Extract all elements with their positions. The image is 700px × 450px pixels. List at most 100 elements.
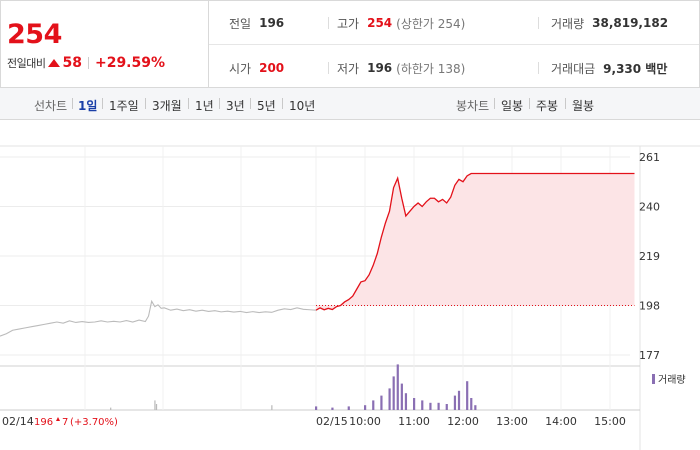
volume-bar [396, 364, 399, 410]
divider [282, 98, 283, 109]
volume-bar [364, 405, 367, 410]
price-line-layer [0, 172, 635, 337]
divider [87, 57, 89, 69]
volume-bar [347, 406, 350, 410]
high-value: 254 [367, 16, 393, 30]
volume-bar [421, 400, 424, 410]
divider [145, 98, 146, 109]
x-tick-label: 10:00 [349, 415, 381, 428]
change-row: 전일대비 58 +29.59% [7, 55, 165, 71]
volume-bar [380, 395, 383, 410]
change-rate: +29.59% [94, 55, 166, 71]
previous-day-volume-bar [110, 407, 112, 410]
line-chart-label: 선차트 [34, 99, 68, 113]
today-price-area [316, 173, 635, 311]
divider [209, 44, 699, 45]
y-tick-label: 177 [639, 349, 660, 362]
y-tick-label: 219 [639, 250, 660, 263]
divider [219, 98, 220, 109]
tab-daily-candle[interactable]: 일봉 [501, 99, 524, 113]
volume-bar [445, 404, 448, 410]
x-tick-label: 15:00 [594, 415, 626, 428]
volume-bar [429, 402, 432, 410]
current-price: 254 [7, 19, 62, 50]
volume-bar [388, 388, 391, 410]
volume-bar [413, 398, 416, 410]
today-price-line [315, 172, 635, 311]
divider [188, 98, 189, 109]
divider [538, 62, 539, 74]
volume-bar [404, 393, 408, 410]
tab-weekly-candle[interactable]: 주봉 [536, 99, 559, 113]
open-price: 시가 200 [229, 58, 284, 78]
previous-day-close: 196 [34, 417, 53, 428]
previous-day-volume-bar [271, 405, 273, 410]
upper-limit: (상한가 254) [396, 16, 466, 31]
volume-bar [457, 390, 461, 410]
prev-close-value: 196 [259, 16, 285, 30]
previous-day-change-rate: (+3.70%) [70, 417, 118, 428]
previous-day-date-label: 02/14 [2, 415, 34, 428]
volume-bars-layer [110, 364, 477, 410]
previous-day-volume-bar [154, 400, 156, 410]
amount-value: 9,330 백만 [603, 61, 668, 76]
volume-bar [466, 381, 469, 410]
up-arrow-icon [48, 59, 61, 67]
x-tick-label: 12:00 [447, 415, 479, 428]
tab-5y[interactable]: 5년 [257, 99, 276, 113]
tab-1y[interactable]: 1년 [195, 99, 214, 113]
tab-3m[interactable]: 3개월 [152, 99, 182, 113]
low-label: 저가 [337, 61, 360, 76]
x-tick-label: 02/15 [316, 415, 348, 428]
volume-bar [315, 406, 318, 410]
quote-stats: 전일 196 고가 254 (상한가 254) 거래량 38,819,182 시… [209, 1, 699, 87]
trade-amount: 거래대금 9,330 백만 [551, 58, 667, 78]
x-tick-label: 11:00 [398, 415, 430, 428]
tab-10y[interactable]: 10년 [289, 99, 316, 113]
x-tick-label: 14:00 [545, 415, 577, 428]
tab-1w[interactable]: 1주일 [109, 99, 139, 113]
previous-day-change: 7 [62, 417, 68, 428]
divider [328, 62, 329, 74]
change-label: 전일대비 [7, 57, 46, 70]
axis-labels-layer: 261 240 219 198 177 거래량 02/14 196 7 (+3.70%) 02/15… [2, 151, 686, 428]
volume: 거래량 38,819,182 [551, 13, 668, 33]
high-label: 고가 [337, 16, 360, 31]
prev-close-label: 전일 [229, 16, 252, 31]
volume-bar [400, 383, 403, 410]
volume-label: 거래량 [551, 16, 585, 31]
open-label: 시가 [229, 61, 252, 76]
divider [538, 17, 539, 29]
amount-label: 거래대금 [551, 61, 596, 76]
tab-monthly-candle[interactable]: 월봉 [572, 99, 595, 113]
volume-value: 38,819,182 [592, 16, 669, 30]
previous-day-volume-bar [155, 404, 158, 410]
low-value: 196 [367, 61, 393, 75]
divider [328, 17, 329, 29]
divider [72, 98, 73, 109]
volume-legend-swatch [652, 374, 655, 384]
divider [102, 98, 103, 109]
change-value: 58 [62, 55, 82, 71]
price-chart: 261 240 219 198 177 거래량 02/14 196 7 (+3.70%) 02/15… [0, 145, 700, 450]
lower-limit: (하한가 138) [396, 61, 466, 76]
volume-bar [474, 405, 477, 410]
divider [529, 98, 530, 109]
quote-panel: 254 전일대비 58 +29.59% 전일 196 고가 254 (상한가 2… [0, 0, 700, 88]
volume-legend-label: 거래량 [658, 374, 686, 386]
previous-day-line [0, 299, 317, 337]
volume-bar [372, 400, 375, 410]
candle-chart-label: 봉차트 [456, 99, 490, 113]
divider [494, 98, 495, 109]
tab-3y[interactable]: 3년 [226, 99, 245, 113]
divider [250, 98, 251, 109]
x-tick-label: 13:00 [496, 415, 528, 428]
y-tick-label: 261 [639, 151, 660, 164]
price-box: 254 전일대비 58 +29.59% [1, 1, 209, 87]
tab-1d[interactable]: 1일 [78, 99, 98, 113]
volume-bar [437, 402, 440, 410]
y-tick-label: 240 [639, 201, 660, 214]
prev-close: 전일 196 [229, 13, 284, 33]
open-value: 200 [259, 61, 285, 75]
high-price: 고가 254 (상한가 254) [337, 13, 465, 33]
